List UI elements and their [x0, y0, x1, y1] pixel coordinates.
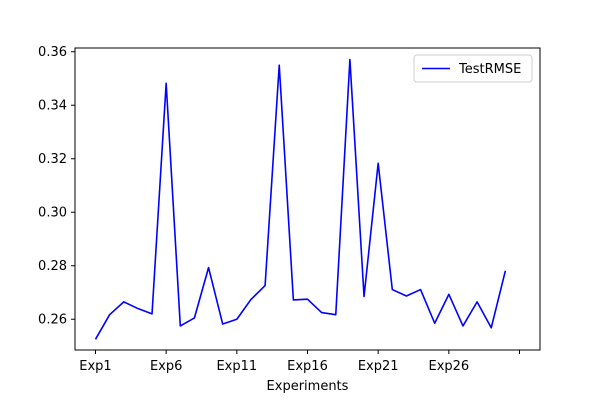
y-tick-label: 0.32 [38, 152, 67, 167]
y-tick-label: 0.28 [38, 259, 67, 274]
x-axis-label: Experiments [267, 379, 349, 394]
x-tick-label: Exp11 [216, 359, 257, 374]
y-tick-label: 0.30 [38, 206, 67, 221]
axes-frame [74, 47, 541, 351]
legend-box [413, 54, 533, 83]
y-tick-label: 0.34 [38, 99, 67, 114]
y-axis-ticks: 0.26 0.28 0.30 0.32 0.34 0.36 [38, 45, 75, 328]
x-axis-ticks: Exp1 Exp6 Exp11 Exp16 Exp21 Exp26 [79, 350, 521, 374]
y-tick-label: 0.26 [38, 313, 67, 328]
legend: TestRMSE [413, 54, 533, 83]
x-tick-label: Exp6 [150, 359, 182, 374]
x-tick-label: Exp1 [79, 359, 111, 374]
plot-frame [74, 47, 541, 351]
x-tick-label: Exp21 [358, 359, 399, 374]
x-tick-label: Exp16 [287, 359, 328, 374]
y-tick-label: 0.36 [38, 45, 67, 60]
series-line [94, 58, 507, 340]
legend-label: TestRMSE [458, 62, 521, 77]
series-layer [94, 58, 507, 340]
x-tick-label: Exp26 [428, 359, 469, 374]
